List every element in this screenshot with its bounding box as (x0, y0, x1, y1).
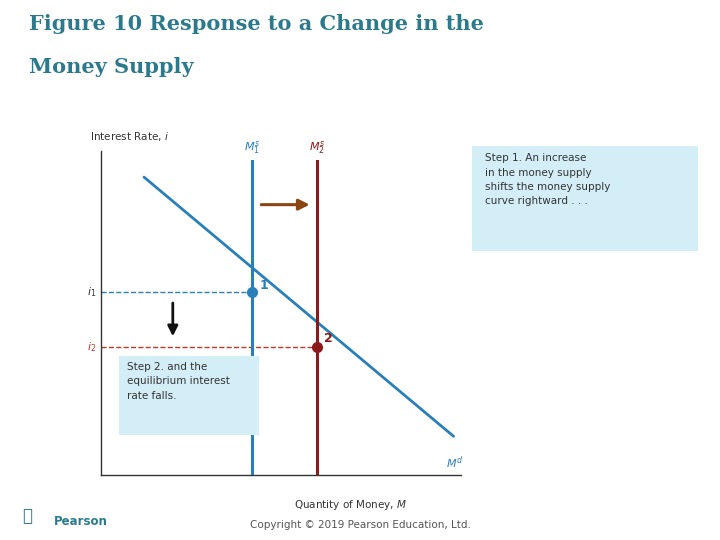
Text: $i_2$: $i_2$ (87, 340, 96, 354)
Text: Step 2. and the
equilibrium interest
rate falls.: Step 2. and the equilibrium interest rat… (127, 362, 230, 401)
Text: Copyright © 2019 Pearson Education, Ltd.: Copyright © 2019 Pearson Education, Ltd. (250, 520, 470, 530)
Text: Pearson: Pearson (54, 515, 108, 528)
Text: $M_1^s$: $M_1^s$ (244, 139, 260, 156)
Text: Interest Rate, $\it{i}$: Interest Rate, $\it{i}$ (90, 130, 169, 143)
Text: $i_1$: $i_1$ (87, 285, 96, 299)
Text: $M^d$: $M^d$ (446, 454, 464, 471)
Text: 2: 2 (324, 332, 333, 346)
Text: $M_2^s$: $M_2^s$ (309, 139, 325, 156)
Text: 1: 1 (260, 279, 269, 292)
Text: Money Supply: Money Supply (29, 57, 194, 77)
Text: Ⓟ: Ⓟ (22, 507, 32, 525)
Text: Step 1. An increase
in the money supply
shifts the money supply
curve rightward : Step 1. An increase in the money supply … (485, 153, 611, 206)
Text: Quantity of Money, $\it{M}$: Quantity of Money, $\it{M}$ (294, 498, 407, 512)
Text: Figure 10 Response to a Change in the: Figure 10 Response to a Change in the (29, 14, 484, 33)
